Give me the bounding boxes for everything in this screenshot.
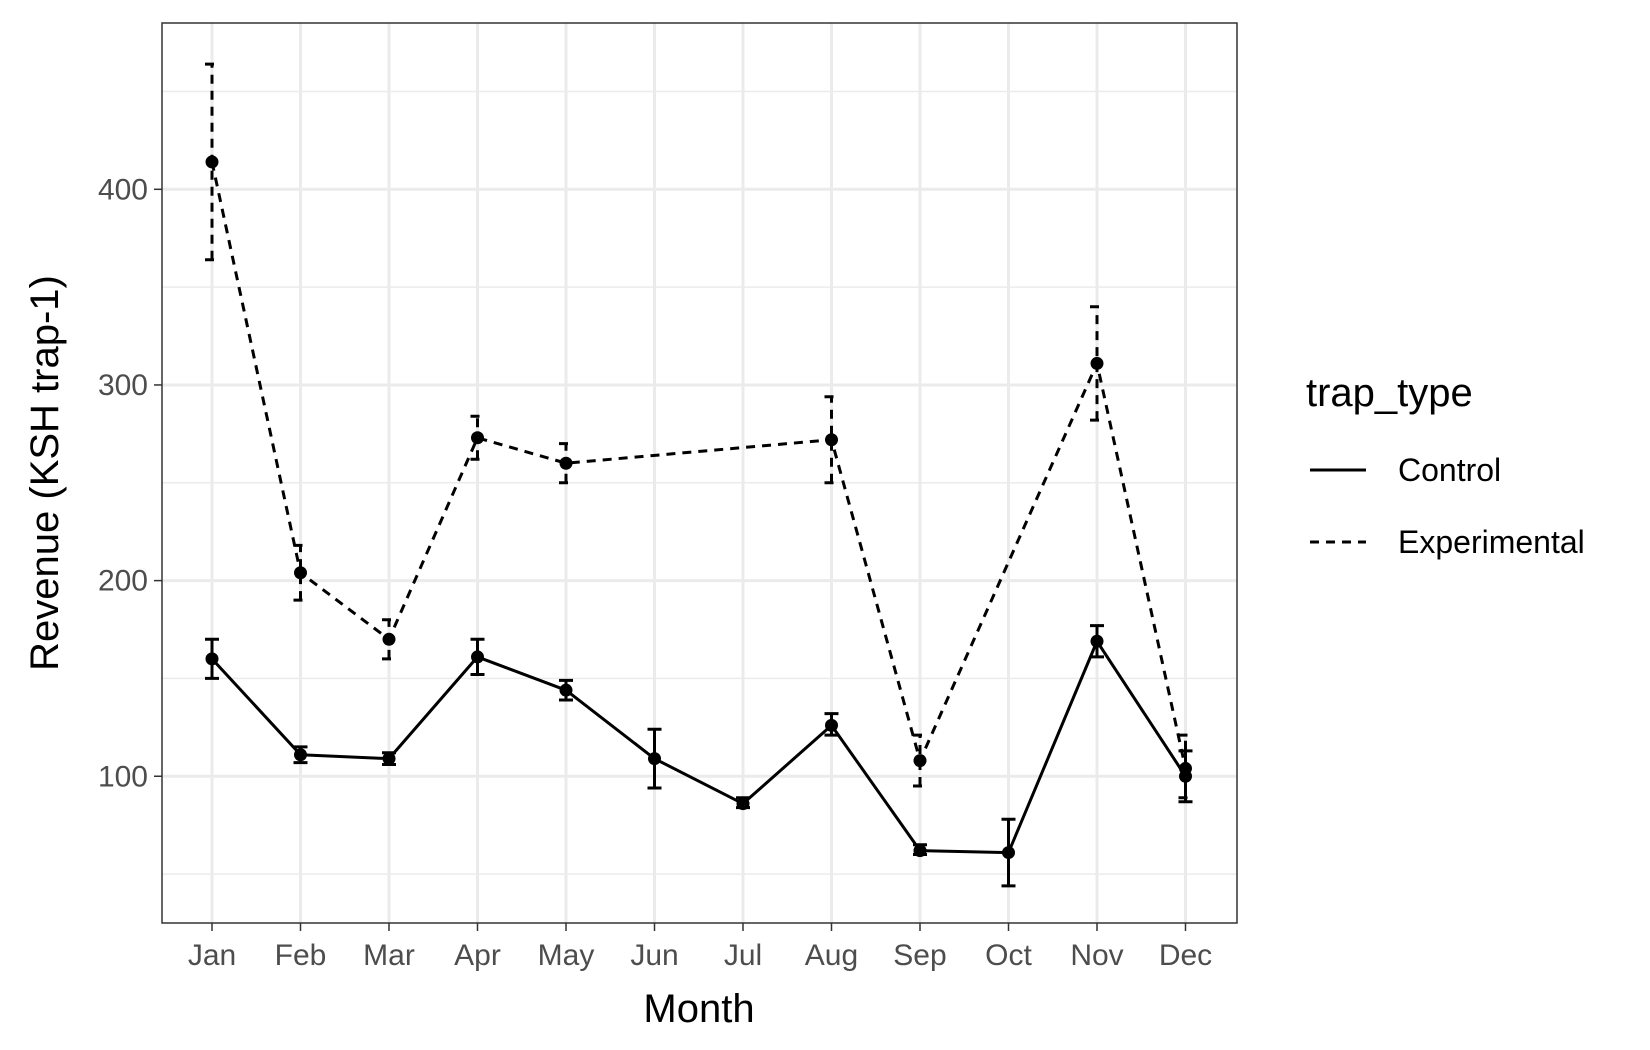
series-control xyxy=(205,624,1193,888)
legend-label-control: Control xyxy=(1398,452,1501,488)
panel-border xyxy=(161,22,1238,924)
data-point-control xyxy=(1002,846,1015,860)
data-point-experimental xyxy=(294,566,307,580)
data-point-experimental xyxy=(1090,356,1104,370)
x-tick-label: Feb xyxy=(275,939,327,972)
series-line-control xyxy=(210,639,1187,855)
data-point-control xyxy=(1090,634,1104,648)
data-point-control xyxy=(736,797,750,811)
legend: trap_type Control Experimental xyxy=(1306,371,1585,560)
x-tick-label: Jun xyxy=(630,939,678,972)
series-layer xyxy=(205,62,1193,888)
data-point-control xyxy=(913,844,927,858)
x-tick-label: Jul xyxy=(724,939,762,972)
x-tick-label: Sep xyxy=(893,939,946,972)
data-point-experimental xyxy=(825,433,838,447)
axis-layer: 100 200 300 400 Jan Feb Mar Apr May Jun Jul Aug Sep O… xyxy=(98,173,1212,972)
y-tick-label: 400 xyxy=(98,173,148,206)
x-tick-label: Dec xyxy=(1159,939,1212,972)
legend-label-experimental: Experimental xyxy=(1398,524,1585,560)
data-point-control xyxy=(294,748,307,762)
data-point-control xyxy=(471,650,484,664)
error-bar-experimental xyxy=(913,733,927,788)
y-tick-label: 200 xyxy=(98,565,148,598)
x-tick-label: Nov xyxy=(1070,939,1123,972)
error-bar-experimental xyxy=(1178,733,1193,800)
grid-layer xyxy=(162,23,1237,923)
x-tick-label: Jan xyxy=(188,939,236,972)
y-axis-title: Revenue (KSH trap-1) xyxy=(23,275,67,671)
x-tick-label: Aug xyxy=(805,939,858,972)
series-experimental xyxy=(205,62,1193,800)
data-point-experimental xyxy=(913,754,927,768)
data-point-experimental xyxy=(205,155,219,169)
legend-title: trap_type xyxy=(1306,371,1473,415)
data-point-control xyxy=(382,752,396,766)
x-tick-label: May xyxy=(538,939,595,972)
data-point-control xyxy=(559,683,573,697)
y-tick-label: 100 xyxy=(98,760,148,793)
series-line-experimental xyxy=(210,161,1187,769)
x-tick-label: Oct xyxy=(985,939,1032,972)
data-point-control xyxy=(205,652,219,666)
x-tick-label: Mar xyxy=(363,939,415,972)
legend-items: Control Experimental xyxy=(1310,452,1585,560)
data-point-experimental xyxy=(382,632,396,646)
data-point-control xyxy=(648,752,661,766)
data-point-experimental xyxy=(471,431,484,445)
y-tick-label: 300 xyxy=(98,369,148,402)
error-bar-experimental xyxy=(824,395,839,485)
data-point-experimental xyxy=(1179,761,1192,775)
x-tick-label: Apr xyxy=(454,939,501,972)
data-point-control xyxy=(825,718,838,732)
x-axis-title: Month xyxy=(643,987,754,1031)
data-point-experimental xyxy=(559,456,573,470)
